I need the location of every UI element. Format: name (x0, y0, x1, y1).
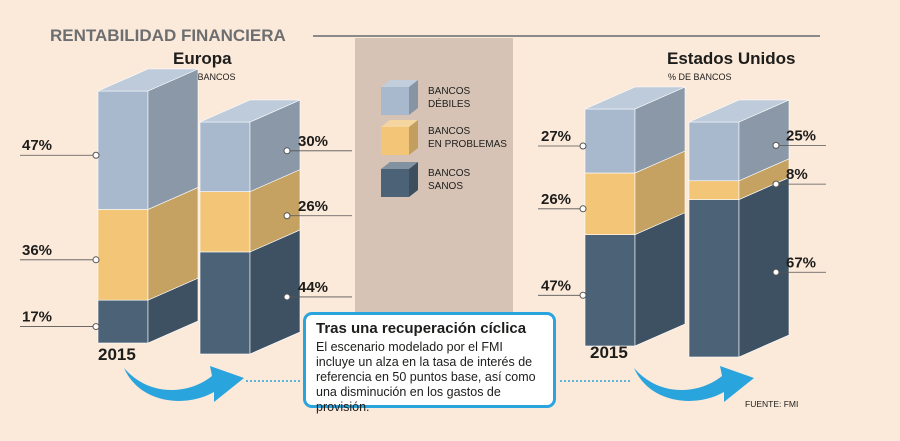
stacked-bar-1 (584, 86, 686, 347)
callout-box: Tras una recuperación cíclica El escenar… (303, 312, 556, 414)
legend-swatch (381, 127, 409, 155)
leader-dot (772, 141, 780, 149)
legend-item: BANCOS EN PROBLEMAS (381, 120, 507, 155)
bar-segment (688, 180, 740, 200)
chart-ylabel: % DE BANCOS (668, 72, 732, 82)
data-label: 36% (22, 242, 52, 259)
legend-swatch-side (409, 80, 418, 115)
bar-segment-top (97, 68, 199, 92)
data-label: 30% (298, 133, 328, 150)
bar-segment (199, 251, 251, 355)
source-note: FUENTE: FMI (745, 399, 798, 409)
page-title: RENTABILIDAD FINANCIERA (50, 26, 286, 45)
leader-dot (92, 323, 100, 331)
leader-dot (92, 256, 100, 264)
leader-dot (772, 180, 780, 188)
bar-segment (97, 299, 149, 344)
legend-swatch-side (409, 162, 418, 197)
bar-segment (584, 234, 636, 347)
data-label: 26% (541, 191, 571, 208)
stacked-bar-1 (97, 68, 199, 344)
legend-swatch-top (381, 80, 418, 87)
bar-segment (584, 172, 636, 235)
bar-segment-side (738, 177, 790, 358)
bar-segment-side (634, 212, 686, 347)
bar-segment (688, 121, 740, 182)
bar-segment-top (688, 99, 790, 123)
bar-segment (97, 209, 149, 301)
data-label: 25% (786, 127, 816, 144)
x-tick-label: 2015 (590, 343, 628, 362)
legend-item: BANCOS SANOS (381, 162, 471, 197)
leader-dot (283, 293, 291, 301)
leader-dot (283, 147, 291, 155)
data-label: 47% (22, 137, 52, 154)
bar-segment-top (199, 99, 301, 123)
legend-label: BANCOS (428, 86, 471, 97)
legend-label: DÉBILES (428, 97, 471, 110)
stacked-bar-2 (199, 99, 301, 355)
leader-dot (283, 212, 291, 220)
legend-label: BANCOS (428, 168, 471, 179)
chart-ylabel: % DE BANCOS (172, 72, 236, 82)
leader-dot (579, 205, 587, 213)
arrow-icon-left (124, 366, 244, 402)
leader-dot (772, 268, 780, 276)
arrow-icon-right (634, 366, 754, 402)
leader-dot (92, 151, 100, 159)
bar-segment-top (584, 86, 686, 110)
bar-segment (688, 199, 740, 358)
chart-europa: Europa % DE BANCOS 2015 17% 36% 47% 44% 26% 30% (20, 49, 352, 364)
legend-swatch-side (409, 120, 418, 155)
data-label: 8% (786, 166, 808, 183)
charts-group: Europa% DE BANCOS201517%36%47%44%26%30%E… (20, 49, 826, 364)
chart-title: Europa (173, 49, 232, 68)
callout-body: El escenario modelado por el FMI incluye… (316, 340, 536, 414)
bar-segment (97, 90, 149, 210)
chart-estados-unidos: Estados Unidos % DE BANCOS 2015 47% 26% 27% 67… (538, 49, 826, 362)
legend-swatch (381, 87, 409, 115)
legend-label: BANCOS (428, 126, 471, 137)
data-label: 44% (298, 279, 328, 296)
legend-swatch-top (381, 120, 418, 127)
stacked-bar-2 (688, 99, 790, 358)
legend-label: SANOS (428, 181, 463, 192)
legend-swatch-top (381, 162, 418, 169)
x-tick-label: 2015 (98, 345, 136, 364)
bar-segment (199, 121, 251, 192)
bar-segment (584, 108, 636, 174)
legend-swatch (381, 169, 409, 197)
leader-dot (579, 142, 587, 150)
data-label: 47% (541, 277, 571, 294)
data-label: 17% (22, 309, 52, 326)
leader-dot (579, 291, 587, 299)
data-label: 27% (541, 128, 571, 145)
callout-title: Tras una recuperación cíclica (316, 320, 527, 337)
bar-segment-side (147, 68, 199, 210)
bar-segment (199, 191, 251, 253)
data-label: 67% (786, 254, 816, 271)
legend-label: EN PROBLEMAS (428, 139, 507, 150)
data-label: 26% (298, 198, 328, 215)
chart-title: Estados Unidos (667, 49, 795, 68)
